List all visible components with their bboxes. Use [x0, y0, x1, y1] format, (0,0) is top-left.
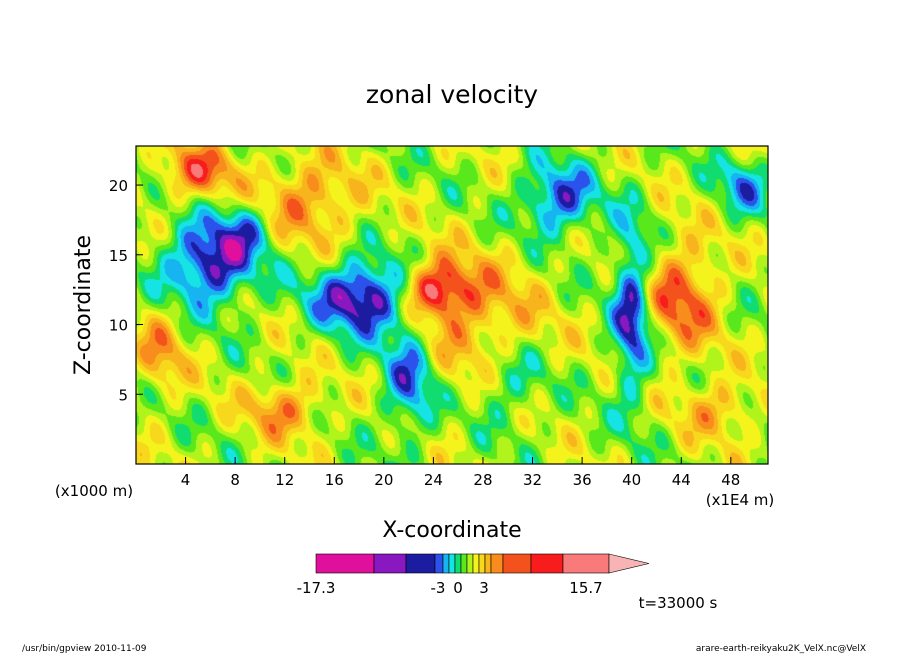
x-tick-label: 40 [622, 471, 641, 489]
y-axis: 5 10 15 20 [109, 177, 143, 404]
colorbar-swatch [454, 553, 462, 574]
x-tick-label: 8 [230, 471, 240, 489]
colorbar-label: 3 [479, 579, 489, 597]
x-tick-label: 20 [374, 471, 393, 489]
colorbar-label: -3 [431, 579, 446, 597]
colorbar-swatch [502, 553, 532, 574]
colorbar-label: -17.3 [297, 579, 336, 597]
x-axis-label: X-coordinate [382, 518, 521, 543]
x-tick-label: 12 [275, 471, 294, 489]
colorbar-swatch [448, 553, 456, 574]
colorbar-label: 15.7 [569, 579, 602, 597]
x-tick-label: 16 [325, 471, 344, 489]
footer-right: arare-earth-reikyaku2K_VelX.nc@VelX [696, 644, 866, 654]
y-axis-label: Z-coordinate [71, 235, 96, 375]
colorbar-swatch [530, 553, 564, 574]
x-tick-label: 48 [721, 471, 740, 489]
x-tick-label: 28 [473, 471, 492, 489]
plot-frame [135, 145, 769, 465]
x-tick-label: 44 [672, 471, 691, 489]
y-tick-label: 15 [109, 247, 128, 265]
y-tick-label: 10 [109, 317, 128, 335]
colorbar [315, 553, 650, 574]
velocity-contours [136, 146, 768, 464]
x-unit-note: (x1E4 m) [706, 491, 775, 509]
colorbar-labels: -17.3 -3 0 3 15.7 [297, 579, 603, 597]
x-axis: 4 8 12 16 20 24 28 32 36 40 44 48 [181, 457, 740, 489]
velocity-field [136, 146, 768, 464]
time-label: t=33000 s [639, 594, 718, 612]
x-tick-label: 4 [181, 471, 191, 489]
y-tick-label: 20 [109, 177, 128, 195]
colorbar-label: 0 [453, 579, 463, 597]
colorbar-swatch [434, 553, 444, 574]
colorbar-swatch [315, 553, 375, 574]
colorbar-swatch [466, 553, 474, 574]
x-tick-label: 36 [573, 471, 592, 489]
y-tick-label: 5 [118, 386, 128, 404]
colorbar-swatch [478, 553, 486, 574]
x-tick-label: 32 [523, 471, 542, 489]
colorbar-swatch [442, 553, 450, 574]
colorbar-swatch [562, 553, 610, 574]
chart-title: zonal velocity [366, 80, 538, 109]
colorbar-extension-arrow [608, 553, 650, 574]
x-tick-label: 24 [424, 471, 443, 489]
colorbar-swatch [373, 553, 407, 574]
x-scale-note: (x1000 m) [55, 482, 133, 500]
colorbar-swatch [490, 553, 504, 574]
colorbar-swatch [405, 553, 436, 574]
colorbar-swatch [484, 553, 492, 574]
colorbar-swatch [472, 553, 480, 574]
footer-left: /usr/bin/gpview 2010-11-09 [22, 644, 147, 654]
colorbar-swatch [460, 553, 468, 574]
